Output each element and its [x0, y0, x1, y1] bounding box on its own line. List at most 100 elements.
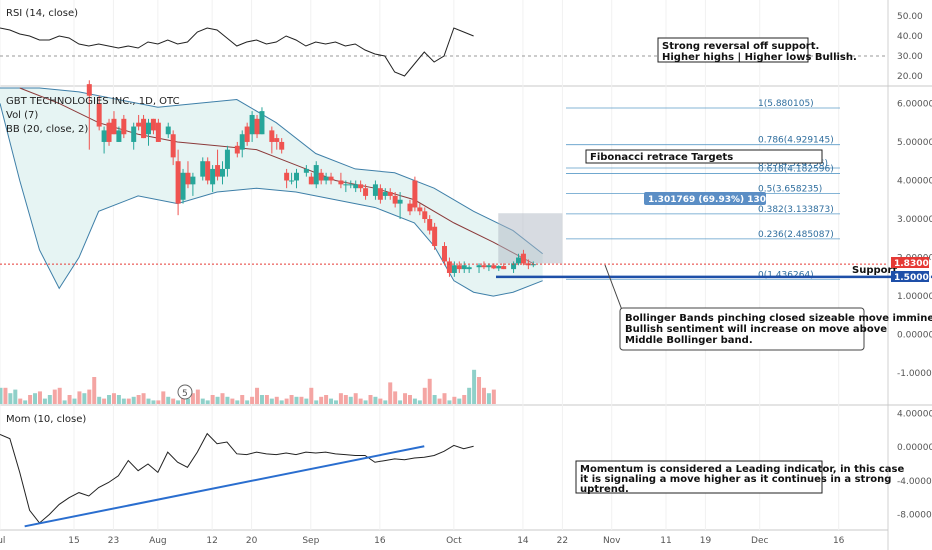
volume-bar	[161, 391, 166, 404]
volume-bar	[62, 400, 67, 404]
candle-body	[516, 257, 521, 264]
volume-bar	[121, 398, 126, 404]
volume-bar	[220, 393, 225, 404]
volume-bar	[42, 398, 47, 404]
volume-bar	[477, 377, 482, 404]
candle-body	[476, 265, 482, 268]
candle-body	[155, 122, 161, 142]
candle-body	[96, 103, 102, 127]
bb-note-line: Bollinger Bands pinching closed sizeable…	[625, 313, 932, 324]
momentum-line	[0, 432, 474, 524]
volume-bar	[353, 393, 358, 404]
volume-bar	[329, 398, 334, 404]
volume-bar	[82, 393, 87, 404]
candle-body	[180, 172, 186, 200]
candle-body	[451, 265, 457, 273]
x-tick-label: 15	[68, 536, 79, 546]
volume-bar	[343, 395, 348, 404]
volume-bar	[274, 396, 279, 404]
x-tick-label: 11	[660, 536, 671, 546]
candle-body	[175, 161, 181, 204]
x-tick-label: Jul	[0, 536, 5, 546]
candle-body	[377, 188, 383, 200]
volume-bar	[171, 398, 176, 404]
volume-bar	[146, 398, 151, 404]
volume-bar	[102, 398, 107, 404]
volume-bar	[284, 398, 289, 404]
candle-body	[323, 176, 329, 181]
volume-bar	[200, 398, 205, 404]
candle-body	[224, 149, 230, 169]
volume-bar	[462, 395, 467, 404]
candle-body	[289, 180, 295, 182]
volume-bar	[107, 395, 112, 404]
fibonacci-label: 0.382(3.133873)	[758, 205, 834, 215]
volume-bar	[279, 400, 284, 404]
bb-note-box	[619, 307, 865, 351]
volume-bar	[250, 396, 255, 404]
volume-bar	[294, 396, 299, 404]
volume-bar	[156, 400, 161, 404]
volume-bar	[363, 400, 368, 404]
fib-title: Fibonacci retrace Targets	[590, 152, 733, 163]
candle-body	[466, 267, 472, 270]
volume-bar	[447, 400, 452, 404]
candle-body	[417, 207, 423, 212]
rsi-tick-label: 40.00	[897, 32, 923, 42]
volume-bar	[176, 400, 181, 404]
volume-bar	[407, 395, 412, 404]
support-label: Support	[852, 265, 897, 276]
candle-body	[456, 265, 462, 270]
volume-bar	[37, 391, 42, 404]
volume-bar	[23, 400, 28, 404]
candle-body	[234, 145, 240, 154]
volume-bar	[427, 378, 432, 404]
candle-body	[432, 226, 438, 246]
candle-body	[249, 114, 255, 135]
x-tick-label: 14	[517, 536, 529, 546]
volume-bar	[314, 400, 319, 404]
candle-body	[382, 192, 388, 196]
volume-bar	[393, 391, 398, 404]
volume-bar	[47, 395, 52, 404]
fibonacci-label: 0.65(4.324796)	[758, 159, 828, 169]
fibonacci-label: 0(1.436264)	[758, 270, 814, 280]
candle-body	[165, 126, 171, 135]
volume-bar	[13, 389, 18, 404]
bb-note-connector	[604, 264, 623, 311]
volume-bar	[166, 396, 171, 404]
volume-bar	[457, 398, 462, 404]
mom-note-line: it is signaling a move higher as it cont…	[580, 474, 891, 485]
volume-bar	[151, 400, 156, 404]
fib-title-box	[585, 149, 823, 164]
mom-note-line: uptrend.	[580, 484, 629, 495]
fibonacci-label: 0.5(3.658235)	[758, 185, 822, 195]
candle-body	[372, 184, 378, 196]
bollinger-lower-band	[0, 103, 543, 297]
volume-bar	[18, 398, 23, 404]
bollinger-title: BB (20, close, 2)	[6, 124, 88, 135]
volume-bar	[432, 395, 437, 404]
x-tick-label: 12	[206, 536, 217, 546]
volume-bar	[136, 395, 141, 404]
fibonacci-label: 0.618(4.182596)	[758, 164, 834, 174]
volume-bar	[378, 398, 383, 404]
candle-body	[446, 261, 452, 273]
momentum-trendline	[24, 445, 425, 528]
candle-body	[116, 130, 122, 142]
rsi-line	[0, 27, 474, 77]
candle-body	[427, 219, 433, 231]
candle-body	[146, 122, 151, 135]
volume-bar	[358, 398, 363, 404]
volume-bar	[304, 398, 309, 404]
support-price-tag	[891, 271, 929, 282]
candle-body	[363, 188, 369, 196]
rsi-note-line: Higher highs | Higher lows Bullish.	[662, 52, 857, 63]
volume-bar	[245, 400, 250, 404]
volume-bar	[28, 395, 33, 404]
volume-bar	[116, 395, 121, 404]
candle-body	[422, 211, 428, 220]
